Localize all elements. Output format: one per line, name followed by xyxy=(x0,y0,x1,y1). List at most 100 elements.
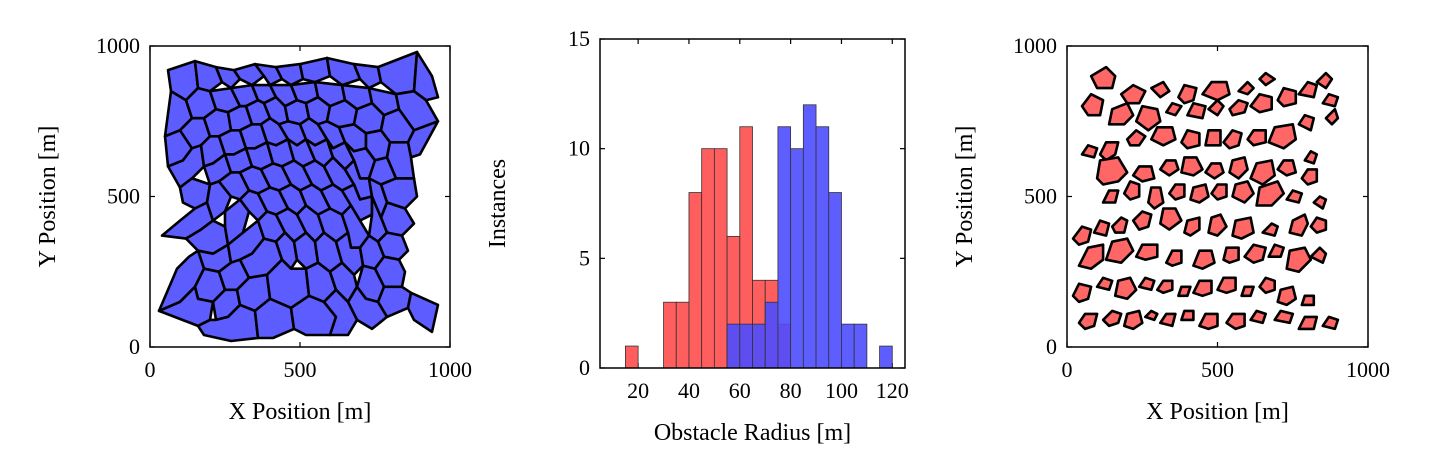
obstacle-polygon xyxy=(1297,315,1319,331)
obstacle-polygon xyxy=(1101,309,1123,328)
obstacle-polygon xyxy=(1159,159,1180,177)
obstacle-polygon xyxy=(1113,276,1138,301)
obstacle-polygon xyxy=(1071,282,1093,304)
x-tick-label: 80 xyxy=(780,378,802,403)
histogram-bar-blue xyxy=(777,126,792,369)
obstacle-polygon xyxy=(1165,249,1183,268)
obstacle-polygon xyxy=(1288,213,1310,237)
obstacle-polygon xyxy=(1201,80,1231,102)
obstacle-polygon xyxy=(1183,216,1201,237)
x-tick-label: 120 xyxy=(876,378,909,403)
obstacle-polygon xyxy=(1147,186,1165,210)
obstacle-polygon xyxy=(1204,162,1225,180)
obstacle-polygon xyxy=(1107,101,1135,126)
obstacle-polygon xyxy=(1210,183,1228,201)
obstacle-polygon xyxy=(1134,104,1162,132)
obstacle-polygon xyxy=(1309,216,1328,234)
histogram-bar-blue xyxy=(841,323,855,369)
obstacle-polygon xyxy=(1180,309,1195,322)
obstacle-polygon xyxy=(1168,183,1186,201)
obstacle-polygon xyxy=(1180,129,1201,150)
histogram-bar-blue xyxy=(752,323,766,369)
voronoi-cell xyxy=(298,56,332,84)
obstacle-polygon xyxy=(1101,189,1120,204)
voronoi-cell xyxy=(376,50,419,96)
obstacle-polygon xyxy=(1303,150,1319,165)
obstacle-polygon xyxy=(1137,276,1156,292)
y-axis-label: Y Position [m] xyxy=(952,126,978,268)
obstacle-polygon xyxy=(1231,180,1255,204)
obstacle-polygon xyxy=(1156,279,1174,295)
obstacle-polygon xyxy=(1192,279,1213,298)
x-tick-label: 0 xyxy=(145,357,156,382)
obstacle-polygon xyxy=(1246,129,1267,147)
obstacle-polygon xyxy=(1300,294,1316,307)
obstacle-polygon xyxy=(1122,180,1141,201)
x-tick-label: 100 xyxy=(825,378,858,403)
obstacle-polygon xyxy=(1231,216,1255,240)
voronoi-map-panel: 0 500 1000 0 500 1000 X Position [m] Y Position… xyxy=(35,33,472,425)
obstacle-polygon xyxy=(1150,80,1171,99)
voronoi-cell xyxy=(157,285,215,328)
obstacle-polygon xyxy=(1119,83,1147,105)
obstacle-polygon xyxy=(1297,80,1319,99)
obstacle-polygon xyxy=(1321,315,1340,331)
x-tick-label: 40 xyxy=(678,378,700,403)
obstacle-polygon xyxy=(1321,92,1340,108)
voronoi-cell xyxy=(325,56,362,87)
obstacle-polygon xyxy=(1204,129,1222,147)
obstacle-polygon xyxy=(1243,243,1267,265)
obstacle-polygon xyxy=(1276,285,1298,307)
obstacle-polygon xyxy=(1315,71,1334,90)
obstacle-polygon xyxy=(1080,144,1099,159)
obstacle-polygon xyxy=(1159,207,1183,231)
obstacle-polygon xyxy=(1131,210,1153,231)
obstacle-polygon xyxy=(1150,126,1177,147)
x-axis-label: X Position [m] xyxy=(1146,399,1289,425)
obstacle-polygon xyxy=(1089,65,1117,90)
obstacle-polygon xyxy=(1240,285,1255,298)
obstacle-polygon xyxy=(1249,159,1276,186)
plot-border xyxy=(599,38,906,369)
x-tick-label: 500 xyxy=(284,357,317,382)
obstacle-polygon xyxy=(1273,309,1295,325)
obstacle-polygon xyxy=(1222,246,1240,265)
histogram-bar-blue xyxy=(815,126,830,369)
obstacle-polygon xyxy=(1125,129,1147,147)
obstacle-polygon xyxy=(1285,246,1313,274)
obstacle-polygon xyxy=(1285,189,1304,204)
histogram-bar-blue xyxy=(739,323,753,369)
obstacle-polygon xyxy=(1077,312,1099,331)
obstacle-polygon xyxy=(1312,195,1328,210)
obstacle-polygon xyxy=(1131,165,1156,183)
obstacle-polygon xyxy=(1249,309,1267,325)
plot-border xyxy=(1066,45,1369,348)
obstacle-polygon xyxy=(1092,219,1111,237)
obstacle-polygon xyxy=(1225,312,1246,331)
voronoi-cell xyxy=(166,144,206,189)
histogram-bar-red xyxy=(688,192,703,369)
obstacle-polygon xyxy=(1080,92,1105,117)
x-tick-label: 1000 xyxy=(1346,357,1390,382)
y-tick-label: 0 xyxy=(579,355,590,380)
obstacle-polygon xyxy=(1267,243,1285,259)
obstacle-polygon xyxy=(1207,213,1228,237)
histogram-bar-blue xyxy=(879,345,893,369)
obstacle-polygon xyxy=(1276,159,1298,177)
x-axis-label: X Position [m] xyxy=(229,399,372,425)
y-tick-label: 1000 xyxy=(96,33,140,58)
voronoi-cell xyxy=(322,288,359,337)
y-tick-label: 5 xyxy=(579,245,590,270)
obstacle-polygon xyxy=(1207,98,1225,117)
obstacle-polygon xyxy=(1159,312,1177,328)
y-tick-label: 0 xyxy=(129,334,140,359)
histogram-bar-blue xyxy=(853,323,868,369)
plot-border xyxy=(149,45,451,348)
obstacle-polygon xyxy=(1177,285,1192,298)
x-axis-label: Obstacle Radius [m] xyxy=(654,420,851,446)
obstacle-polygon xyxy=(1134,243,1159,262)
obstacle-polygon xyxy=(1198,312,1219,331)
obstacle-polygon xyxy=(1297,113,1316,132)
histogram-bar-red xyxy=(701,148,715,369)
